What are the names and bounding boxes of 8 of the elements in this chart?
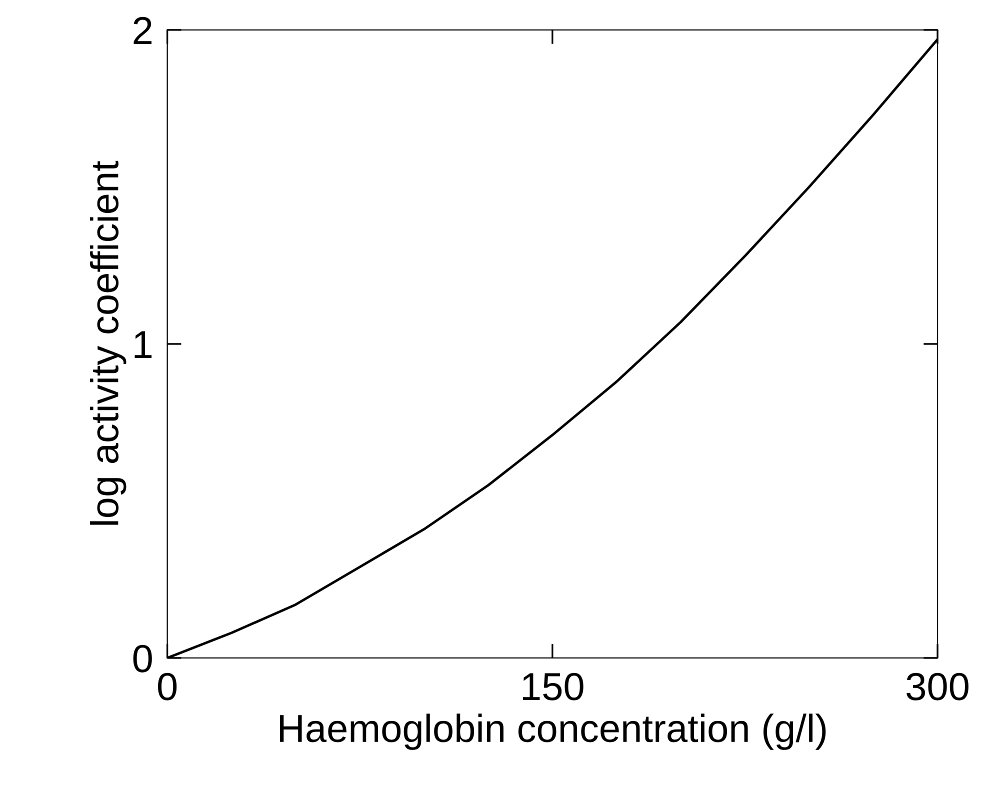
y-axis-title: log activity coefficient [90,160,126,525]
x-tick-label: 0 [158,672,177,700]
x-tick-label: 300 [906,672,968,700]
x-axis-title: Haemoglobin concentration (g/l) [280,714,826,750]
x-tick-label: 150 [522,672,584,700]
y-tick-label: 1 [134,331,152,358]
y-tick-label: 0 [133,644,152,672]
y-tick-label: 2 [134,16,152,44]
